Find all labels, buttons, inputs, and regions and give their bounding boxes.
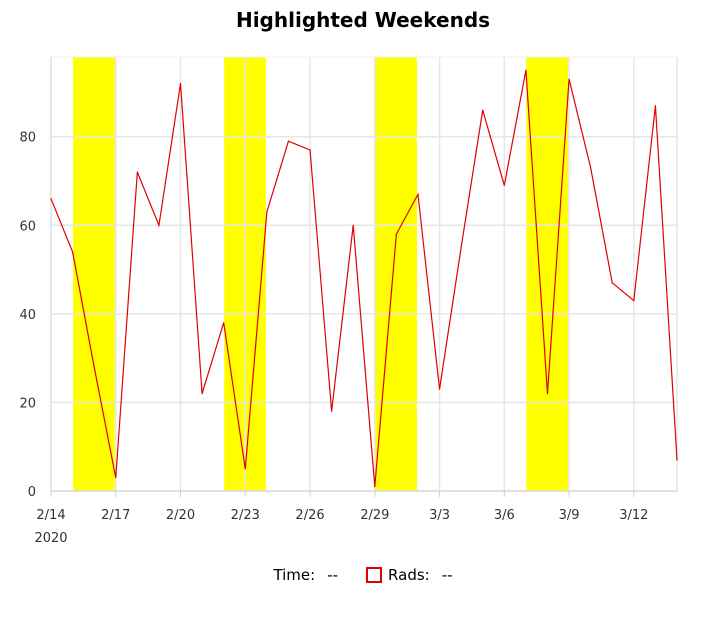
- data-point: [568, 78, 570, 80]
- data-point: [136, 171, 138, 173]
- data-point: [179, 82, 182, 85]
- data-point: [201, 392, 203, 395]
- x-tick-label: 2/20: [166, 508, 195, 523]
- chart-title: Highlighted Weekends: [235, 8, 491, 32]
- grid-lines: [50, 56, 678, 492]
- weekend-highlights: [73, 57, 569, 491]
- data-point: [633, 299, 635, 302]
- data-point: [93, 366, 95, 368]
- data-point: [395, 233, 397, 235]
- x-tick-label: 2/26: [295, 508, 324, 523]
- legend-time: Time: --: [273, 566, 338, 584]
- x-year-label: 2020: [34, 531, 67, 546]
- data-point: [287, 140, 290, 142]
- legend-time-value: --: [327, 566, 339, 584]
- weekend-band-1: [73, 57, 115, 491]
- weekend-band-3: [375, 57, 417, 491]
- data-point: [223, 322, 225, 324]
- legend-rads-swatch[interactable]: [366, 567, 383, 583]
- x-tick-label: 3/12: [619, 508, 648, 523]
- data-point: [158, 224, 160, 226]
- chart-plot[interactable]: 2/14 2/17 2/20 2/23 2/26 2/29 3/3 3/6 3/9 3/12202…: [0, 0, 715, 560]
- data-point: [503, 184, 505, 187]
- y-tick-label: 60: [19, 219, 36, 234]
- data-point: [611, 282, 613, 284]
- legend: Time: -- Rads: --: [0, 566, 715, 584]
- data-point: [309, 149, 311, 151]
- data-point: [71, 251, 74, 253]
- data-point: [50, 198, 52, 200]
- legend-rads[interactable]: Rads: --: [366, 566, 453, 584]
- y-tick-label: 0: [28, 485, 36, 500]
- data-point: [676, 459, 678, 461]
- legend-rads-value: --: [441, 566, 453, 584]
- legend-time-label: Time:: [273, 566, 316, 584]
- data-point: [460, 246, 462, 249]
- series-lines: [50, 69, 678, 488]
- data-point: [374, 485, 376, 488]
- y-tick-label: 20: [19, 396, 36, 411]
- data-point: [482, 109, 484, 111]
- x-axis-ticks: 2/14 2/17 2/20 2/23 2/26 2/29 3/3 3/6 3/9 3/12 202…: [34, 491, 648, 546]
- data-point: [352, 224, 354, 226]
- x-tick-label: 2/29: [360, 508, 389, 523]
- data-point: [331, 410, 333, 412]
- series-line-1: [50, 70, 678, 487]
- y-tick-label: 40: [19, 308, 36, 323]
- data-point: [266, 211, 268, 213]
- data-point: [244, 468, 246, 470]
- data-point: [438, 388, 441, 390]
- axes: [50, 57, 677, 492]
- x-tick-label: 2/14: [36, 508, 65, 523]
- data-point: [525, 69, 527, 71]
- x-tick-label: 3/9: [559, 508, 580, 523]
- weekend-band-4: [526, 57, 569, 491]
- x-tick-label: 2/23: [231, 508, 260, 523]
- x-tick-label: 3/3: [429, 508, 450, 523]
- data-point: [654, 105, 657, 107]
- legend-rads-label: Rads:: [388, 566, 430, 584]
- y-axis-ticks: 0 20 40 60 80: [19, 131, 36, 500]
- data-point: [590, 167, 592, 169]
- data-point: [417, 193, 419, 195]
- data-point: [115, 477, 117, 479]
- y-tick-label: 80: [19, 131, 36, 146]
- x-tick-label: 2/17: [101, 508, 130, 523]
- x-tick-label: 3/6: [494, 508, 515, 523]
- data-point: [546, 392, 549, 395]
